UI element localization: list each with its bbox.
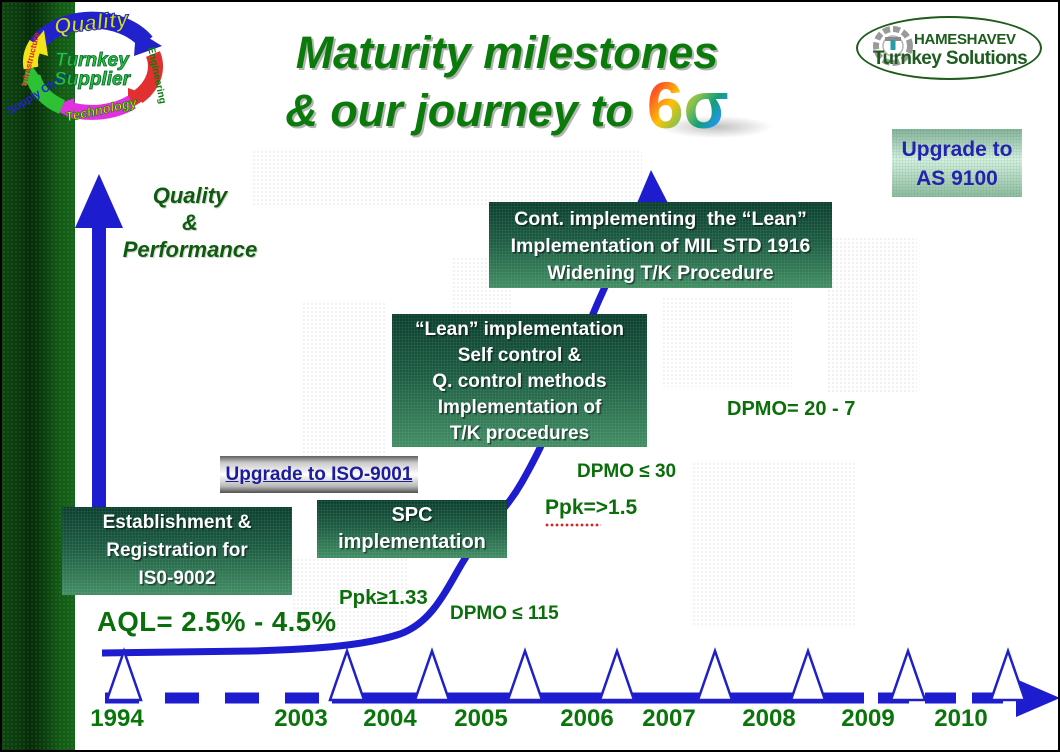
metric-dpmo-30: DPMO ≤ 30	[577, 461, 677, 482]
year-label-2005: 2005	[454, 705, 508, 732]
logo-center-line2: Supplier	[54, 69, 132, 90]
milestone-line: Cont. implementing the “Lean”	[514, 208, 807, 230]
milestone-line: SPC	[391, 504, 433, 526]
turnkey-supplier-logo: Quality Engineering Technology Supply Ch…	[6, 6, 168, 125]
watermark-puzzle	[662, 297, 792, 387]
as9100-line1: Upgrade to	[901, 138, 1013, 161]
timeline-triangle	[328, 647, 366, 702]
watermark-puzzle	[252, 150, 642, 205]
qp-line1: Quality	[152, 183, 228, 208]
title-line2: & our journey to	[285, 85, 633, 136]
year-label-2009: 2009	[841, 705, 895, 732]
y-axis-arrow	[75, 174, 123, 508]
year-label-2007: 2007	[642, 705, 696, 732]
milestone-box-spc: SPC implementation	[317, 500, 507, 558]
timeline-triangles	[105, 647, 1027, 702]
metric-aql: AQL= 2.5% - 4.5%	[97, 606, 337, 637]
milestone-line: T/K procedures	[449, 423, 590, 444]
year-label-2004: 2004	[363, 705, 417, 732]
quality-performance-axis-label: Quality & Performance	[105, 182, 275, 263]
timeline-triangle	[105, 647, 143, 702]
logo-label-quality: Quality	[53, 6, 132, 39]
company-name: HAMESHAVEV	[914, 31, 1016, 48]
page-title: Maturity milestones & our journey to 6σ	[227, 24, 791, 142]
hameshavev-emblem-icon	[873, 26, 913, 66]
watermark-puzzle	[827, 237, 917, 392]
as9100-line2: AS 9100	[916, 167, 998, 190]
milestone-line: Self control &	[457, 345, 582, 366]
timeline-arrowhead-icon	[1016, 679, 1058, 717]
timeline-triangle	[413, 647, 451, 702]
year-label-1994: 1994	[90, 705, 144, 732]
milestone-line: Q. control methods	[432, 371, 607, 392]
milestone-box-establishment: Establishment & Registration for IS0-900…	[62, 507, 292, 595]
metric-ppk-1-33: Ppk≥1.33	[339, 586, 428, 609]
iso9001-badge: Upgrade to ISO-9001	[220, 456, 418, 493]
watermark-puzzle	[292, 558, 407, 638]
qp-line3: Performance	[122, 237, 258, 262]
metric-dpmo-115: DPMO ≤ 115	[450, 603, 559, 624]
timeline-triangle	[598, 647, 636, 702]
metric-dpmo-20-7: DPMO= 20 - 7	[727, 398, 856, 420]
as9100-badge: Upgrade to AS 9100	[892, 129, 1022, 197]
milestone-box-lean-implementation: “Lean” implementation Self control & Q. …	[392, 314, 647, 447]
timeline-triangle	[989, 647, 1027, 702]
milestone-line: Establishment &	[102, 512, 252, 533]
milestone-line: Implementation of	[437, 397, 602, 418]
logo-arrow-quality	[28, 11, 153, 51]
company-tagline: Turnkey Solutions	[872, 48, 1028, 69]
timeline-triangle	[889, 647, 927, 702]
milestone-line: implementation	[338, 531, 486, 553]
milestone-line: Widening T/K Procedure	[547, 262, 774, 284]
timeline-triangle	[506, 647, 544, 702]
milestone-line: Registration for	[106, 540, 248, 561]
qp-line2: &	[182, 210, 198, 235]
milestone-line: “Lean” implementation	[414, 319, 625, 340]
logo-center-line1: Turnkey	[55, 50, 130, 71]
milestone-box-cont-lean: Cont. implementing the “Lean” Implementa…	[489, 202, 832, 288]
milestone-line: Implementation of MIL STD 1916	[510, 235, 811, 257]
six-sigma-logo: 6σ	[640, 72, 791, 142]
year-label-2003: 2003	[274, 705, 328, 732]
spellcheck-squiggle	[545, 523, 601, 527]
year-label-2010: 2010	[934, 705, 988, 732]
metric-ppk-1-5: Ppk=>1.5	[545, 496, 638, 519]
six-sigma-glyph: 6σ	[646, 68, 729, 142]
title-line1: Maturity milestones	[295, 27, 719, 78]
left-green-bar	[2, 2, 75, 750]
timeline-triangle	[789, 647, 827, 702]
timeline-triangle	[696, 647, 734, 702]
year-label-2006: 2006	[560, 705, 614, 732]
watermark-puzzle	[692, 462, 857, 627]
curve-arrowhead-icon	[632, 170, 669, 215]
year-label-2008: 2008	[742, 705, 796, 732]
hameshavev-logo: HAMESHAVEV Turnkey Solutions	[856, 16, 1042, 80]
milestone-line: IS0-9002	[138, 568, 216, 589]
logo-label-technology: Technology	[64, 95, 139, 125]
